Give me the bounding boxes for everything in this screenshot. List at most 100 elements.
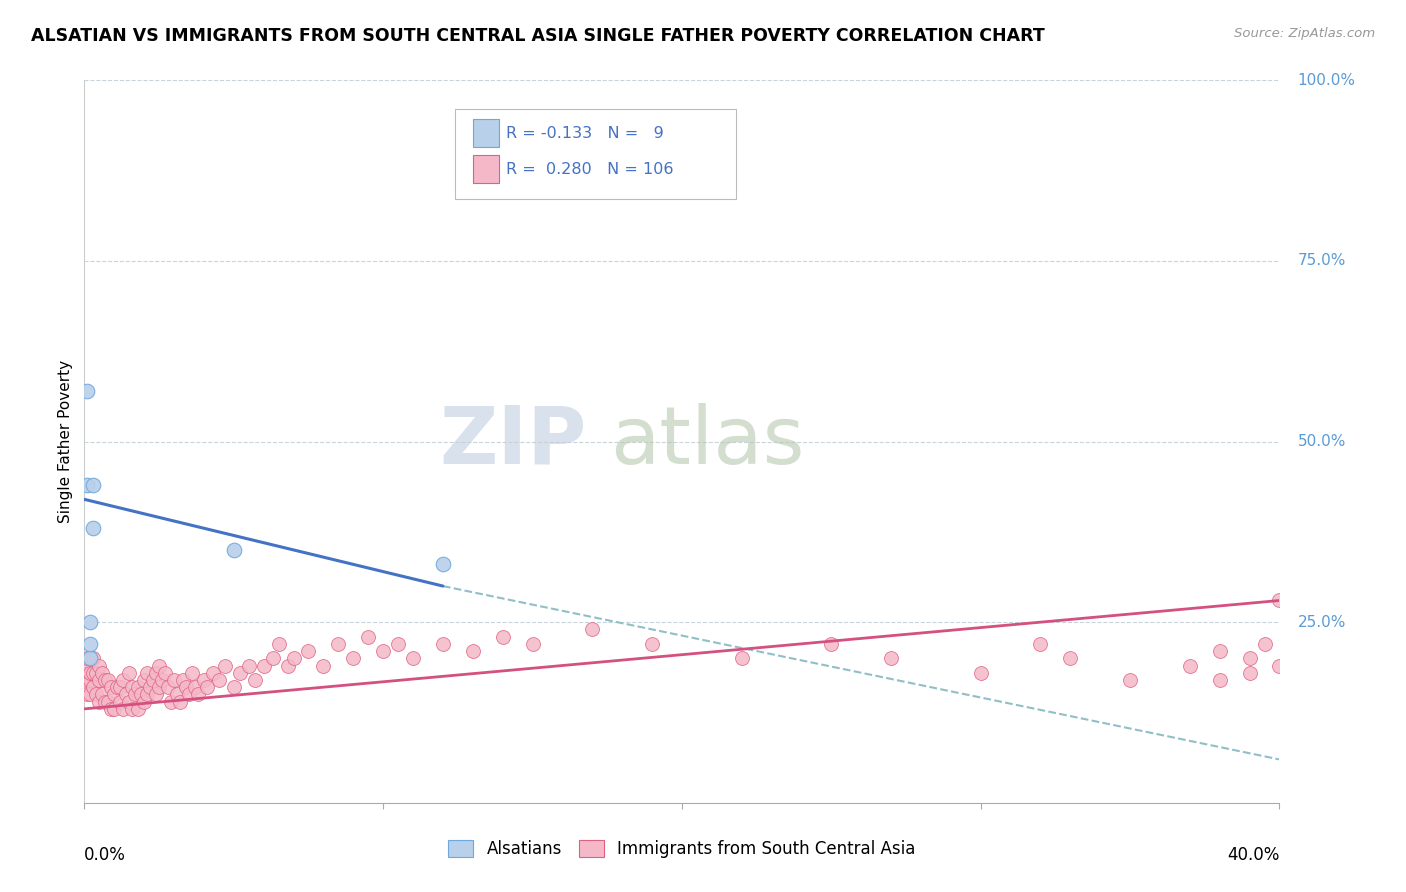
Point bbox=[880, 651, 903, 665]
Point bbox=[1239, 651, 1261, 665]
Point bbox=[82, 665, 104, 680]
Point bbox=[262, 651, 284, 665]
Point bbox=[91, 687, 114, 701]
Point bbox=[201, 665, 224, 680]
Point bbox=[312, 658, 335, 673]
Point bbox=[1268, 593, 1291, 607]
Point bbox=[127, 702, 149, 716]
Point bbox=[110, 695, 132, 709]
Point bbox=[91, 665, 114, 680]
Point bbox=[492, 630, 515, 644]
Point bbox=[1119, 673, 1142, 687]
Point bbox=[402, 651, 425, 665]
Text: Source: ZipAtlas.com: Source: ZipAtlas.com bbox=[1234, 27, 1375, 40]
Point bbox=[238, 658, 260, 673]
Text: atlas: atlas bbox=[610, 402, 804, 481]
Point bbox=[342, 651, 364, 665]
Point bbox=[1029, 637, 1052, 651]
Point bbox=[1209, 673, 1232, 687]
Point bbox=[387, 637, 409, 651]
Text: 40.0%: 40.0% bbox=[1227, 847, 1279, 864]
Point bbox=[267, 637, 290, 651]
Text: R = -0.133   N =   9: R = -0.133 N = 9 bbox=[506, 126, 664, 141]
Point bbox=[129, 687, 152, 701]
Point bbox=[76, 687, 98, 701]
Point bbox=[174, 680, 197, 694]
Point bbox=[432, 637, 454, 651]
Point bbox=[86, 687, 108, 701]
Point bbox=[76, 665, 98, 680]
Point bbox=[79, 637, 101, 651]
Point bbox=[184, 680, 207, 694]
Point bbox=[253, 658, 276, 673]
Point bbox=[76, 658, 98, 673]
Point bbox=[181, 665, 204, 680]
Point bbox=[970, 665, 993, 680]
Point bbox=[208, 673, 231, 687]
Point bbox=[283, 651, 305, 665]
Point bbox=[79, 673, 101, 687]
Point bbox=[115, 687, 138, 701]
Point bbox=[127, 680, 149, 694]
Point bbox=[100, 702, 122, 716]
Point bbox=[136, 665, 159, 680]
Point bbox=[79, 651, 101, 665]
Y-axis label: Single Father Poverty: Single Father Poverty bbox=[58, 360, 73, 523]
Point bbox=[522, 637, 544, 651]
Legend: Alsatians, Immigrants from South Central Asia: Alsatians, Immigrants from South Central… bbox=[440, 832, 924, 867]
Point bbox=[160, 695, 183, 709]
Point bbox=[148, 680, 170, 694]
Point bbox=[94, 695, 117, 709]
Point bbox=[163, 673, 186, 687]
Text: 50.0%: 50.0% bbox=[1298, 434, 1346, 449]
Point bbox=[110, 680, 132, 694]
Point bbox=[136, 687, 159, 701]
Point bbox=[169, 695, 191, 709]
Text: 75.0%: 75.0% bbox=[1298, 253, 1346, 268]
Point bbox=[82, 651, 104, 665]
Point bbox=[97, 695, 120, 709]
Point bbox=[1059, 651, 1081, 665]
FancyBboxPatch shape bbox=[472, 120, 499, 147]
Point bbox=[1268, 658, 1291, 673]
Point bbox=[79, 687, 101, 701]
Point bbox=[103, 702, 125, 716]
Point bbox=[1239, 665, 1261, 680]
Point bbox=[357, 630, 380, 644]
Point bbox=[145, 665, 167, 680]
Text: ALSATIAN VS IMMIGRANTS FROM SOUTH CENTRAL ASIA SINGLE FATHER POVERTY CORRELATION: ALSATIAN VS IMMIGRANTS FROM SOUTH CENTRA… bbox=[31, 27, 1045, 45]
Point bbox=[193, 673, 215, 687]
Text: 25.0%: 25.0% bbox=[1298, 615, 1346, 630]
Point bbox=[731, 651, 754, 665]
Point bbox=[89, 658, 111, 673]
Point bbox=[145, 687, 167, 701]
Point bbox=[243, 673, 266, 687]
Point bbox=[373, 644, 395, 658]
Point bbox=[124, 687, 146, 701]
Point bbox=[121, 702, 143, 716]
Point bbox=[76, 384, 98, 398]
Point bbox=[82, 478, 104, 492]
Point bbox=[297, 644, 319, 658]
Point bbox=[82, 680, 104, 694]
Point bbox=[172, 673, 194, 687]
Point bbox=[820, 637, 842, 651]
Point bbox=[641, 637, 664, 651]
Point bbox=[97, 673, 120, 687]
Point bbox=[100, 680, 122, 694]
Point bbox=[139, 680, 162, 694]
Point bbox=[89, 673, 111, 687]
Point bbox=[228, 665, 252, 680]
Point bbox=[277, 658, 299, 673]
Point bbox=[86, 665, 108, 680]
Point bbox=[118, 695, 141, 709]
Point bbox=[1209, 644, 1232, 658]
Point bbox=[222, 542, 245, 557]
Point bbox=[132, 695, 156, 709]
Point bbox=[461, 644, 484, 658]
Point bbox=[150, 673, 173, 687]
Point bbox=[328, 637, 350, 651]
Point bbox=[103, 687, 125, 701]
Point bbox=[222, 680, 245, 694]
Point bbox=[214, 658, 236, 673]
